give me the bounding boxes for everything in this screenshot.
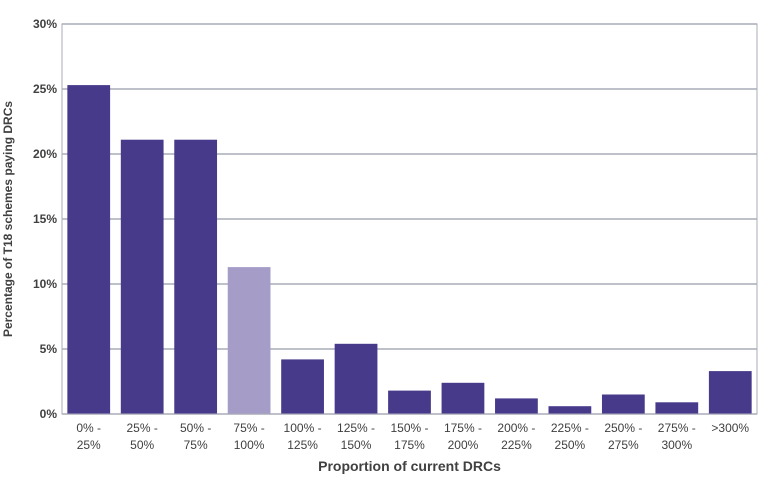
x-axis-title: Proportion of current DRCs bbox=[318, 458, 501, 474]
x-tick-label: 50% bbox=[130, 438, 154, 452]
x-tick-label: 0% - bbox=[76, 421, 101, 435]
x-tick-label: 225% - bbox=[551, 421, 589, 435]
y-tick-label: 20% bbox=[33, 147, 57, 161]
x-tick-label: 250% bbox=[555, 438, 586, 452]
bar bbox=[281, 359, 324, 414]
x-tick-label: 250% - bbox=[604, 421, 642, 435]
x-tick-label: 125% bbox=[287, 438, 318, 452]
x-tick-label: 100% bbox=[234, 438, 265, 452]
bar bbox=[441, 382, 485, 414]
bar bbox=[548, 406, 592, 414]
y-tick-labels: 0% 5% 10% 15% 20% 25% 30% bbox=[33, 17, 57, 421]
bar bbox=[708, 371, 752, 414]
bar bbox=[655, 402, 699, 414]
y-tick-label: 5% bbox=[40, 342, 58, 356]
bar bbox=[388, 390, 431, 414]
bars bbox=[67, 85, 752, 414]
x-tick-label: 75% - bbox=[233, 421, 264, 435]
bar bbox=[495, 398, 538, 414]
x-tick-label: 75% bbox=[184, 438, 208, 452]
y-tick-label: 25% bbox=[33, 82, 57, 96]
x-tick-label: 125% - bbox=[337, 421, 375, 435]
bar bbox=[67, 85, 111, 414]
plot-frame bbox=[61, 23, 758, 415]
bar bbox=[174, 139, 218, 414]
x-tick-label: 25% - bbox=[127, 421, 158, 435]
x-tick-label: 175% - bbox=[444, 421, 482, 435]
x-tick-label: 150% bbox=[341, 438, 372, 452]
x-tick-label: 300% bbox=[661, 438, 692, 452]
x-tick-label: 25% bbox=[77, 438, 101, 452]
x-tick-label: 200% - bbox=[497, 421, 535, 435]
y-axis-title: Percentage of T18 schemes paying DRCs bbox=[1, 101, 15, 337]
x-tick-label: 150% - bbox=[390, 421, 428, 435]
x-tick-labels: 0% - 25% 25% - 50% 50% - 75% 75% - 100% 100% - 12… bbox=[76, 421, 749, 452]
bar bbox=[120, 139, 164, 414]
x-tick-label: 275% bbox=[608, 438, 639, 452]
x-tick-label: 275% - bbox=[658, 421, 696, 435]
bar bbox=[227, 267, 271, 414]
x-tick-label: 225% bbox=[501, 438, 532, 452]
y-tick-label: 10% bbox=[33, 277, 57, 291]
bar bbox=[334, 343, 378, 414]
y-tick-label: 15% bbox=[33, 212, 57, 226]
x-tick-label: 100% - bbox=[284, 421, 322, 435]
x-tick-label: 50% - bbox=[180, 421, 211, 435]
bar bbox=[601, 394, 645, 414]
x-tick-label: 200% bbox=[448, 438, 479, 452]
x-tick-label: >300% bbox=[711, 421, 749, 435]
x-tick-label: 175% bbox=[394, 438, 425, 452]
y-tick-label: 30% bbox=[33, 17, 57, 31]
y-tick-label: 0% bbox=[40, 407, 58, 421]
gridlines bbox=[62, 23, 757, 415]
